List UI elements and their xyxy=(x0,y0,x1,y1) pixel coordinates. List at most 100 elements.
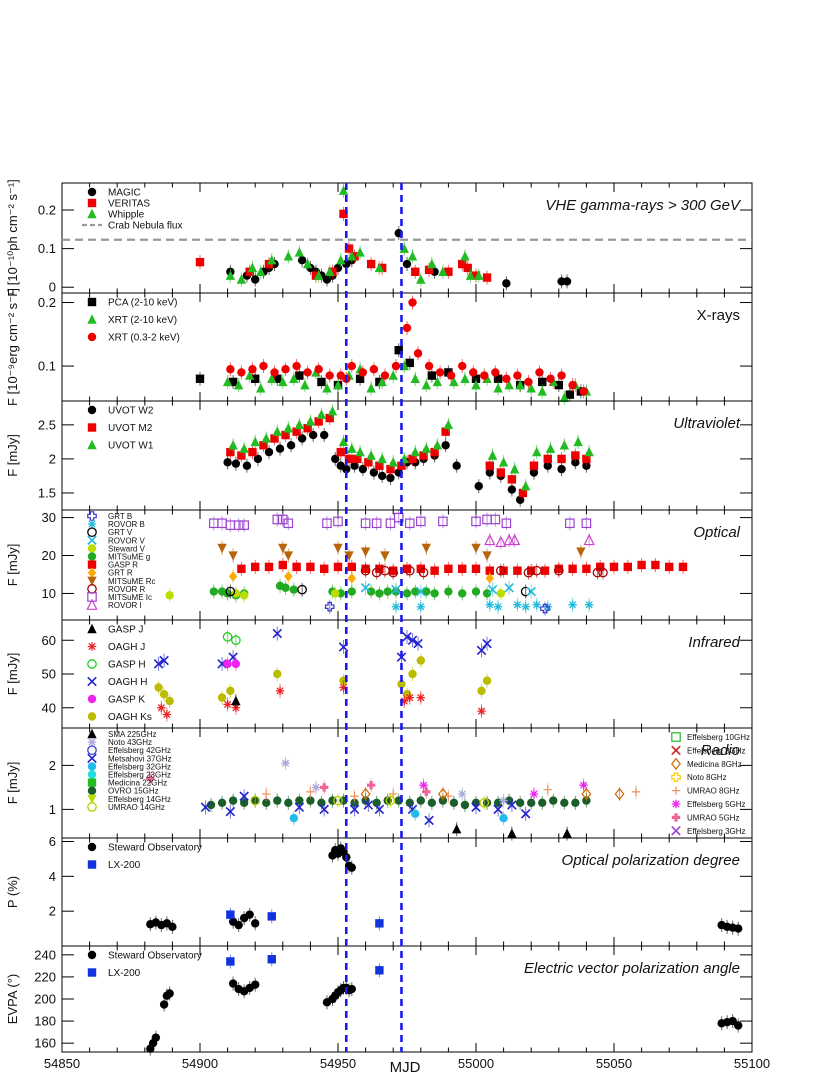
panel-ir: 40 50 60 F [mJy] Infrared GASP J OAGH J GASP H O… xyxy=(5,619,753,729)
data-point xyxy=(435,368,445,377)
data-point xyxy=(482,589,492,598)
data-point xyxy=(248,365,257,374)
legend-label: GRT V xyxy=(108,528,133,537)
data-point xyxy=(476,645,487,656)
y-tick-label: 1 xyxy=(49,802,56,817)
data-point xyxy=(446,371,456,380)
data-point xyxy=(159,655,169,666)
legend-marker xyxy=(87,676,97,687)
data-point xyxy=(413,349,423,358)
legend-marker xyxy=(671,799,681,809)
data-point xyxy=(452,461,461,470)
data-point xyxy=(225,806,236,817)
legend-label: Effelsberg 32GHz xyxy=(108,762,171,771)
legend-label: Effelsberg 8GHz xyxy=(687,746,746,755)
data-point xyxy=(614,787,625,801)
data-point xyxy=(322,383,332,393)
data-point xyxy=(300,379,310,390)
data-point xyxy=(377,376,387,387)
data-point xyxy=(195,374,205,383)
data-point xyxy=(540,603,550,614)
data-point xyxy=(515,495,525,504)
data-point xyxy=(231,459,241,468)
legend-marker xyxy=(87,753,97,764)
data-point xyxy=(479,797,490,808)
data-point xyxy=(513,600,522,610)
data-point xyxy=(385,795,396,806)
legend-marker xyxy=(87,198,97,208)
data-point xyxy=(437,787,448,801)
legend-marker xyxy=(87,576,97,586)
data-point xyxy=(531,565,542,576)
data-point xyxy=(358,464,368,474)
data-point xyxy=(366,259,376,269)
data-point xyxy=(438,516,448,527)
data-point xyxy=(422,587,431,596)
data-point xyxy=(441,441,450,450)
data-point xyxy=(333,516,343,527)
legend-label: OAGH J xyxy=(108,642,145,653)
legend-marker xyxy=(671,786,681,795)
data-point xyxy=(375,377,384,387)
data-point xyxy=(159,1000,169,1009)
data-point xyxy=(545,443,556,453)
data-point xyxy=(508,533,521,546)
data-point xyxy=(273,374,282,383)
legend-marker xyxy=(87,642,97,651)
data-point xyxy=(347,251,357,261)
data-point xyxy=(424,265,434,275)
data-point xyxy=(507,475,517,484)
data-point xyxy=(222,632,233,642)
series-medicina-8ghz xyxy=(360,787,625,801)
data-point xyxy=(502,279,511,288)
data-point xyxy=(458,789,467,799)
panel-title: VHE gamma-rays > 300 GeV xyxy=(545,197,742,214)
data-point xyxy=(349,804,360,815)
data-point xyxy=(217,798,227,807)
data-point xyxy=(565,390,575,399)
legend-label: Noto 43GHz xyxy=(108,738,152,747)
legend-marker xyxy=(87,712,97,721)
data-point xyxy=(195,257,205,267)
legend-label: XRT (0.3-2 keV) xyxy=(108,333,180,344)
data-point xyxy=(333,795,343,806)
data-point xyxy=(350,252,359,261)
data-point xyxy=(416,586,426,597)
data-point xyxy=(480,371,489,380)
data-point xyxy=(553,565,564,576)
y-axis-label: F [mJy] xyxy=(5,762,20,805)
data-point xyxy=(637,560,646,570)
legend-label: XRT (2-10 keV) xyxy=(108,315,177,326)
data-point xyxy=(259,441,268,450)
data-point xyxy=(360,518,371,529)
series-gasp-h xyxy=(222,629,241,648)
data-point xyxy=(526,586,536,597)
data-point xyxy=(734,1021,743,1030)
legend-label: MAGIC xyxy=(108,188,141,199)
data-point xyxy=(734,924,743,933)
data-point xyxy=(391,361,401,371)
data-point xyxy=(391,602,401,611)
data-point xyxy=(520,586,531,597)
data-point xyxy=(347,984,356,994)
series-rovor-b xyxy=(391,597,594,614)
data-point xyxy=(495,535,507,548)
legend-label: GASP J xyxy=(108,625,143,636)
data-point xyxy=(336,447,345,457)
data-point xyxy=(248,447,257,457)
data-point xyxy=(419,781,428,790)
data-point xyxy=(151,1033,161,1042)
data-point xyxy=(393,512,404,523)
panel-xray: 0.1 0.2 F [10⁻⁹erg cm⁻² s⁻¹] X-rays PCA (2-1… xyxy=(5,288,753,406)
data-point xyxy=(306,562,315,572)
data-point xyxy=(306,796,315,805)
data-point xyxy=(416,516,426,527)
series-uvot-w1 xyxy=(228,404,594,494)
data-point xyxy=(438,266,448,276)
data-point xyxy=(251,275,260,284)
legend-label: ROVOR I xyxy=(108,601,142,610)
data-point xyxy=(289,585,299,594)
data-point xyxy=(267,254,277,265)
data-point xyxy=(499,814,508,823)
